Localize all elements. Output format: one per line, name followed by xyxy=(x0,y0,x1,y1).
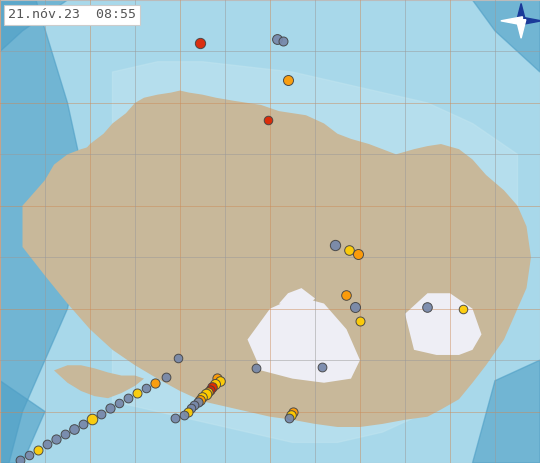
Point xyxy=(284,76,292,84)
Point xyxy=(318,363,326,371)
Point xyxy=(115,400,124,407)
Point xyxy=(211,380,219,388)
Polygon shape xyxy=(0,0,68,51)
Point xyxy=(61,431,70,438)
Polygon shape xyxy=(405,293,482,355)
Point xyxy=(215,377,224,384)
Point xyxy=(171,414,180,421)
Point xyxy=(206,386,214,394)
Point xyxy=(331,241,340,249)
Polygon shape xyxy=(472,0,540,72)
Polygon shape xyxy=(247,296,360,383)
Point xyxy=(342,292,351,299)
Polygon shape xyxy=(0,0,90,463)
Polygon shape xyxy=(516,3,526,22)
Point xyxy=(287,411,295,419)
Polygon shape xyxy=(23,91,531,427)
Point xyxy=(151,379,159,387)
Point xyxy=(16,456,24,463)
Point xyxy=(180,411,189,419)
Point xyxy=(208,383,217,391)
Point xyxy=(459,305,468,313)
Point xyxy=(79,420,87,428)
Point xyxy=(196,39,205,47)
Point xyxy=(142,384,151,392)
Point xyxy=(34,446,43,453)
Point xyxy=(279,38,288,45)
Point xyxy=(213,374,221,382)
Point xyxy=(97,410,105,417)
Point xyxy=(201,390,210,398)
Polygon shape xyxy=(54,252,135,278)
Point xyxy=(194,399,202,406)
Point xyxy=(345,246,353,254)
Point xyxy=(88,415,97,422)
Point xyxy=(43,441,51,448)
Point xyxy=(162,373,171,380)
Point xyxy=(184,408,192,415)
Point xyxy=(351,303,360,310)
Polygon shape xyxy=(54,365,144,398)
Point xyxy=(272,35,281,43)
Point xyxy=(353,250,362,258)
Polygon shape xyxy=(112,62,517,443)
Polygon shape xyxy=(0,381,45,463)
Point xyxy=(25,451,33,458)
Point xyxy=(264,117,272,124)
Point xyxy=(198,394,207,401)
Text: 21.nóv.23  08:55: 21.nóv.23 08:55 xyxy=(8,8,136,21)
Point xyxy=(173,354,182,362)
Point xyxy=(423,303,432,310)
Point xyxy=(187,405,195,412)
Point xyxy=(196,396,205,404)
Point xyxy=(70,425,78,433)
Point xyxy=(204,388,212,396)
Point xyxy=(190,402,199,409)
Polygon shape xyxy=(279,288,315,309)
Point xyxy=(252,365,261,372)
Point xyxy=(285,414,293,421)
Point xyxy=(124,394,132,402)
Polygon shape xyxy=(472,360,540,463)
Polygon shape xyxy=(23,129,166,211)
Point xyxy=(52,436,60,443)
Polygon shape xyxy=(516,19,526,38)
Point xyxy=(106,405,114,412)
Point xyxy=(289,408,298,415)
Polygon shape xyxy=(519,17,540,25)
Point xyxy=(133,389,141,397)
Polygon shape xyxy=(501,17,522,25)
Point xyxy=(356,317,364,325)
